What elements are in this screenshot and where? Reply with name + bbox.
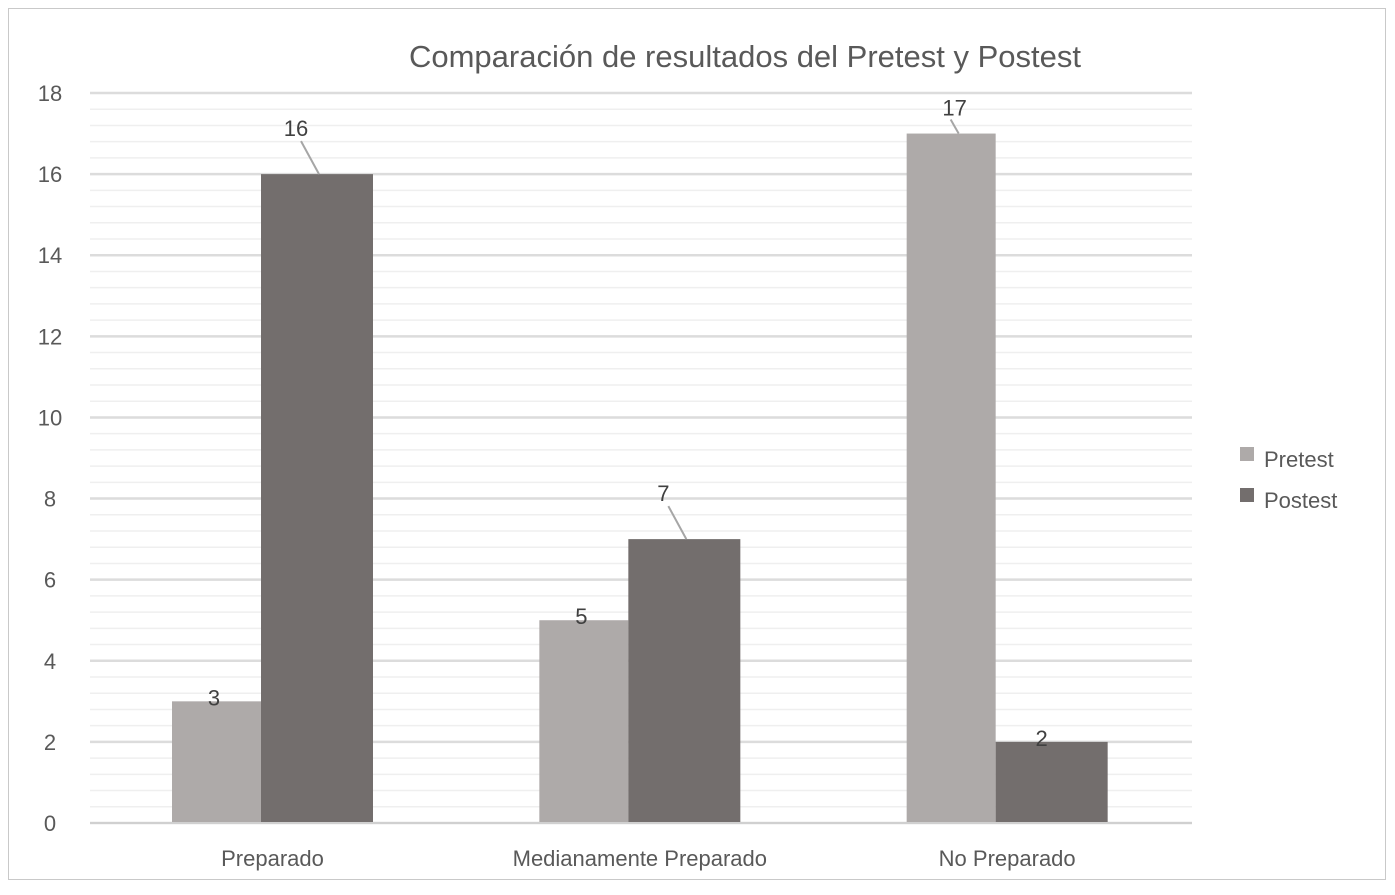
legend: Pretest Postest [1240, 447, 1337, 513]
data-label: 3 [208, 685, 220, 710]
bars [172, 133, 1108, 824]
y-tick-label: 14 [38, 243, 62, 268]
y-tick-label: 4 [44, 649, 56, 674]
data-label-leader [949, 119, 960, 135]
bar-postest-2 [628, 539, 741, 823]
data-label: 7 [657, 481, 669, 506]
bar-pretest-3 [906, 133, 996, 824]
bar-postest-3 [995, 741, 1108, 823]
data-label: 16 [284, 116, 308, 141]
y-tick-label: 10 [38, 405, 62, 430]
y-tick-label: 12 [38, 324, 62, 349]
y-tick-label: 0 [44, 811, 56, 836]
y-tick-label: 8 [44, 487, 56, 512]
legend-label-pretest: Pretest [1264, 447, 1334, 472]
x-tick-label: No Preparado [939, 846, 1076, 871]
legend-label-postest: Postest [1264, 488, 1337, 513]
data-label: 5 [575, 604, 587, 629]
y-tick-label: 6 [44, 568, 56, 593]
data-label: 2 [1036, 726, 1048, 751]
data-label-leader [667, 505, 688, 540]
chart-title: Comparación de resultados del Pretest y … [409, 39, 1081, 74]
data-label: 17 [942, 96, 966, 121]
x-tick-label: Medianamente Preparado [513, 846, 767, 871]
y-axis: 0 2 4 6 8 10 12 14 16 18 [38, 81, 62, 836]
y-tick-label: 16 [38, 162, 62, 187]
legend-swatch-postest [1240, 488, 1254, 502]
data-label-leader [300, 140, 320, 175]
y-tick-label: 2 [44, 730, 56, 755]
legend-swatch-pretest [1240, 447, 1254, 461]
x-tick-label: Preparado [221, 846, 324, 871]
bar-pretest-2 [539, 620, 629, 823]
x-axis: Preparado Medianamente Preparado No Prepar… [90, 822, 1192, 871]
bar-pretest-1 [172, 701, 261, 823]
bar-postest-1 [261, 174, 373, 824]
y-tick-label: 18 [38, 81, 62, 106]
data-labels: 3 16 5 7 17 2 [208, 96, 1048, 751]
